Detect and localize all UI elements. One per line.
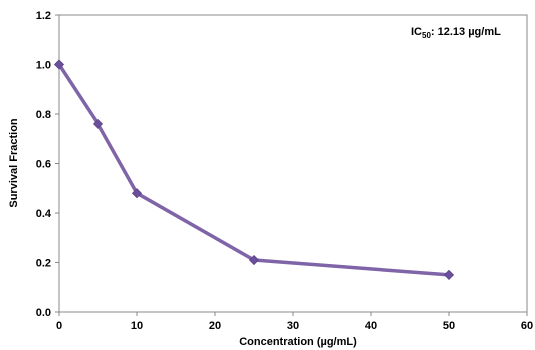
x-axis-title: Concentration (µg/mL) (239, 336, 357, 348)
ic50-value: : 12.13 µg/mL (431, 26, 501, 38)
x-axis: 0 10 20 30 40 50 60 (56, 312, 533, 332)
y-tick-label: 1.0 (36, 60, 51, 72)
data-point-marker (443, 269, 455, 280)
plot-area (58, 14, 528, 313)
x-tick-label: 40 (365, 320, 377, 332)
data-point-marker (131, 188, 143, 199)
x-tick-label: 60 (521, 320, 533, 332)
y-tick-label: 0.4 (36, 208, 52, 220)
x-tick-label: 50 (443, 320, 455, 332)
x-tick-label: 10 (131, 320, 143, 332)
y-tick-label: 1.2 (36, 10, 51, 22)
y-tick-label: 0.0 (36, 307, 51, 319)
y-axis: 0.0 0.2 0.4 0.6 0.8 1.0 1.2 (36, 10, 59, 319)
data-series (53, 59, 455, 280)
ic50-subscript: 50 (422, 31, 431, 40)
x-tick-label: 20 (209, 320, 221, 332)
data-point-marker (248, 254, 260, 266)
y-tick-label: 0.6 (36, 159, 51, 171)
data-point-marker (92, 118, 104, 129)
y-axis-title: Survival Fraction (8, 118, 20, 208)
x-tick-label: 0 (56, 320, 62, 332)
y-tick-label: 0.8 (36, 109, 51, 121)
y-tick-label: 0.2 (36, 258, 51, 270)
data-point-marker (53, 59, 65, 70)
ic50-annotation: IC50: 12.13 µg/mL (411, 26, 501, 40)
ic50-prefix: IC (411, 26, 422, 38)
x-tick-label: 30 (287, 320, 299, 332)
